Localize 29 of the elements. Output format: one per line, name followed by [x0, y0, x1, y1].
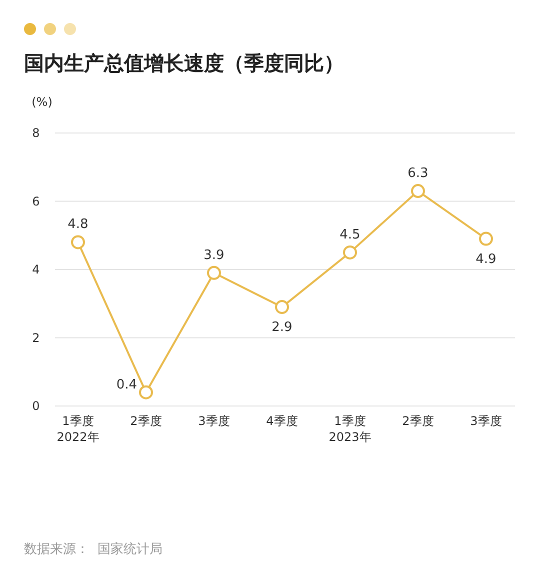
y-tick-label: 4	[32, 262, 40, 276]
point	[411, 184, 425, 198]
x-tick-label: 3季度	[470, 414, 502, 428]
point	[343, 245, 357, 260]
y-tick-label: 6	[32, 194, 40, 208]
data-label: 2.9	[272, 320, 292, 336]
source-note: 数据来源： 国家统计局	[24, 541, 162, 557]
x-tick-label: 1季度 2023年	[328, 414, 372, 444]
y-tick-label: 2	[32, 330, 40, 345]
point	[139, 385, 153, 400]
chart-title: 国内生产总值增长速度（季度同比）	[24, 51, 344, 75]
x-tick-label: 4季度	[266, 414, 298, 428]
data-label: 4.9	[476, 252, 496, 267]
data-label: 6.3	[408, 166, 428, 182]
point	[207, 266, 221, 280]
y-tick-label: 8	[32, 126, 40, 140]
data-label: 3.9	[204, 248, 224, 263]
x-tick-label: 1季度 2022年	[56, 414, 100, 444]
point	[71, 235, 85, 250]
data-label: 4.5	[340, 227, 360, 242]
x-tick-label: 2季度	[402, 414, 434, 428]
x-tick-label: 3季度	[198, 414, 230, 428]
data-label: 0.4	[116, 377, 137, 392]
data-label: 4.8	[68, 217, 88, 232]
point	[275, 300, 289, 314]
y-axis-title: (%)	[32, 95, 52, 109]
x-tick-label: 2季度	[130, 414, 162, 428]
y-tick-label: 0	[32, 399, 40, 413]
point	[479, 232, 493, 246]
